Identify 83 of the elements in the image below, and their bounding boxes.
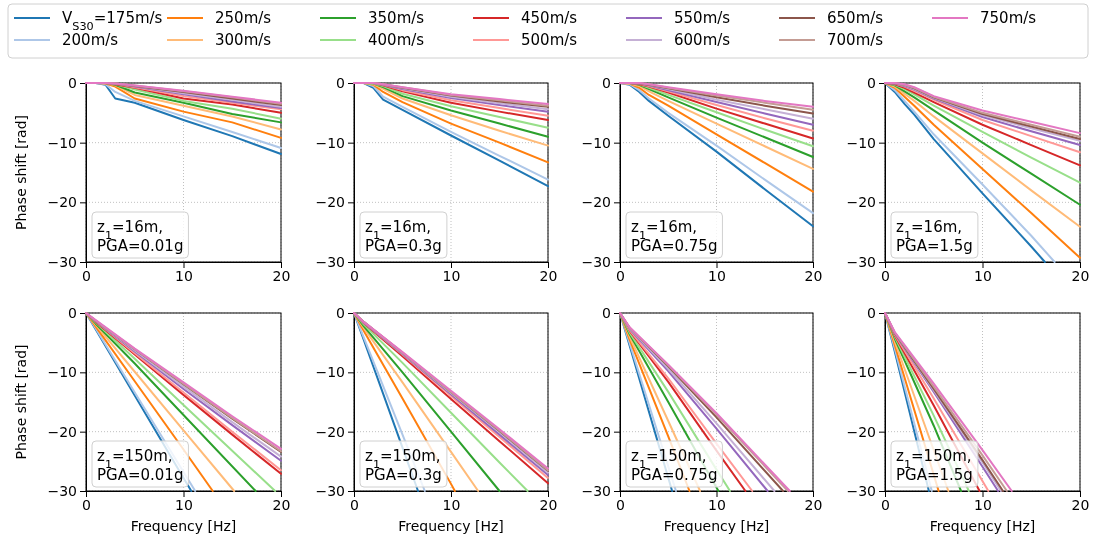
legend-label: 700m/s — [827, 31, 884, 49]
y-tick-label: −10 — [315, 134, 345, 151]
annotation: z$_{1}$=150m, PGA=1.5g — [896, 447, 973, 484]
x-tick-label: 20 — [1071, 267, 1090, 284]
legend-label: 450m/s — [521, 9, 578, 27]
x-tick-label: 10 — [708, 496, 726, 513]
x-tick-label: 10 — [175, 267, 193, 284]
x-tick-label: 20 — [1071, 496, 1090, 513]
x-tick-label: 10 — [442, 496, 461, 513]
y-tick-label: −20 — [47, 194, 77, 211]
x-tick-label: 0 — [881, 496, 890, 513]
y-tick-label: −20 — [846, 194, 876, 211]
y-tick-label: −20 — [581, 423, 611, 440]
y-tick-label: 0 — [867, 74, 876, 91]
annotation: z$_{1}$=150m, PGA=0.01g — [97, 447, 184, 484]
x-tick-label: 10 — [974, 267, 992, 284]
y-tick-label: 0 — [602, 304, 611, 321]
y-axis-title: Phase shift [rad] — [13, 114, 29, 231]
x-tick-label: 20 — [804, 267, 823, 284]
annotation: z$_{1}$=150m, PGA=0.3g — [365, 447, 442, 484]
y-tick-label: 0 — [68, 304, 77, 321]
y-tick-label: −20 — [315, 194, 345, 211]
x-tick-label: 10 — [175, 496, 193, 513]
x-tick-label: 0 — [881, 267, 890, 284]
x-tick-label: 0 — [350, 496, 359, 513]
x-tick-label: 20 — [539, 496, 558, 513]
y-tick-label: −10 — [581, 134, 611, 151]
legend-label: V$_{S30}$=175m/s — [62, 9, 163, 33]
legend-label: 200m/s — [62, 31, 119, 49]
y-tick-label: −30 — [581, 253, 611, 270]
x-axis-title: Frequency [Hz] — [663, 518, 770, 534]
y-tick-label: −30 — [846, 482, 876, 499]
x-tick-label: 0 — [616, 496, 625, 513]
y-tick-label: −20 — [315, 423, 345, 440]
x-axis-title: Frequency [Hz] — [929, 518, 1036, 534]
x-tick-label: 0 — [350, 267, 359, 284]
x-tick-label: 0 — [616, 267, 625, 284]
y-tick-label: −30 — [47, 482, 77, 499]
y-tick-label: 0 — [602, 74, 611, 91]
legend-label: 550m/s — [674, 9, 731, 27]
y-tick-label: −10 — [846, 134, 876, 151]
y-tick-label: −10 — [581, 364, 611, 381]
x-tick-label: 10 — [708, 267, 726, 284]
legend-label: 600m/s — [674, 31, 731, 49]
legend-label: 500m/s — [521, 31, 578, 49]
x-tick-label: 10 — [442, 267, 461, 284]
y-tick-label: 0 — [867, 304, 876, 321]
y-tick-label: −30 — [315, 253, 345, 270]
y-tick-label: −10 — [315, 364, 345, 381]
legend-label: 400m/s — [368, 31, 425, 49]
annotation: z$_{1}$=16m, PGA=1.5g — [896, 218, 973, 255]
annotation: z$_{1}$=150m, PGA=0.75g — [631, 447, 718, 484]
legend-label: 250m/s — [215, 9, 272, 27]
x-tick-label: 0 — [82, 267, 91, 284]
y-axis-title: Phase shift [rad] — [13, 344, 29, 460]
y-tick-label: 0 — [336, 74, 345, 91]
annotation: z$_{1}$=16m, PGA=0.75g — [631, 218, 718, 255]
x-axis-title: Frequency [Hz] — [398, 518, 504, 534]
y-tick-label: −20 — [581, 194, 611, 211]
annotation: z$_{1}$=16m, PGA=0.3g — [365, 218, 442, 255]
y-tick-label: −30 — [315, 482, 345, 499]
y-tick-label: −30 — [846, 253, 876, 270]
x-tick-label: 20 — [804, 496, 823, 513]
x-tick-label: 20 — [539, 267, 558, 284]
y-tick-label: −10 — [47, 134, 77, 151]
legend-label: 650m/s — [827, 9, 884, 27]
y-tick-label: −10 — [47, 364, 77, 381]
legend-label: 300m/s — [215, 31, 272, 49]
y-tick-label: −30 — [47, 253, 77, 270]
legend-label: 750m/s — [980, 9, 1037, 27]
x-tick-label: 20 — [272, 496, 291, 513]
y-tick-label: 0 — [336, 304, 345, 321]
x-tick-label: 20 — [272, 267, 291, 284]
y-tick-label: −30 — [581, 482, 611, 499]
annotation: z$_{1}$=16m, PGA=0.01g — [97, 218, 184, 255]
x-tick-label: 0 — [82, 496, 91, 513]
legend-label: 350m/s — [368, 9, 425, 27]
y-tick-label: −20 — [47, 423, 77, 440]
x-axis-title: Frequency [Hz] — [130, 518, 237, 534]
y-tick-label: −20 — [846, 423, 876, 440]
x-tick-label: 10 — [974, 496, 992, 513]
y-tick-label: 0 — [68, 74, 77, 91]
y-tick-label: −10 — [846, 364, 876, 381]
